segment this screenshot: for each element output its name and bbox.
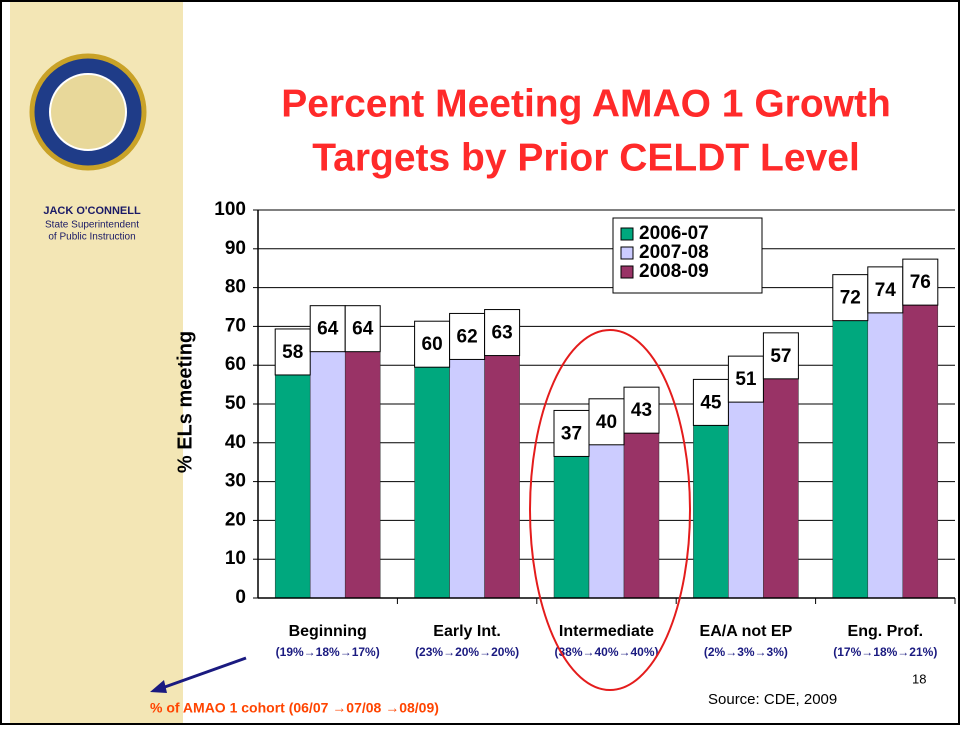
- bar: [763, 376, 799, 599]
- category-note: (19%→18%→17%): [276, 645, 380, 659]
- chart-title: Percent Meeting AMAO 1 Growth: [281, 82, 891, 125]
- bar: [309, 349, 346, 599]
- bar: [414, 364, 450, 599]
- data-label-box: [309, 305, 346, 353]
- data-label-box: [588, 398, 625, 446]
- data-label: 58: [282, 342, 303, 363]
- category-note: (23%→20%→20%): [415, 645, 519, 659]
- bar: [832, 318, 869, 599]
- logo-inner: [49, 73, 127, 151]
- legend-box: [612, 217, 763, 294]
- bar: [344, 349, 381, 599]
- data-label: 64: [352, 319, 374, 340]
- bar: [274, 372, 311, 599]
- bar: [588, 442, 625, 599]
- bar: [867, 310, 904, 599]
- y-tick-label: 0: [235, 587, 246, 608]
- data-label: 64: [317, 319, 339, 340]
- y-tick-label: 80: [225, 277, 246, 298]
- data-label: 43: [631, 400, 652, 421]
- data-label: 62: [457, 326, 478, 347]
- data-label-box: [623, 386, 660, 434]
- data-label: 37: [561, 423, 582, 444]
- x-tick-label: Early Int.: [433, 623, 501, 640]
- data-label-box: [344, 305, 381, 353]
- x-tick-label: Eng. Prof.: [848, 623, 924, 640]
- bar: [693, 423, 729, 599]
- y-tick-label: 40: [225, 432, 246, 453]
- sidebar-name: JACK O'CONNELL: [43, 205, 141, 217]
- data-label: 72: [840, 288, 861, 309]
- annotation: % of AMAO 1 cohort (06/07 →07/08 →08/09): [150, 700, 439, 716]
- legend-label: 2007-08: [639, 242, 709, 263]
- data-label-box: [274, 328, 311, 376]
- bar: [484, 353, 520, 599]
- data-label-box: [414, 320, 451, 368]
- data-label-box: [902, 258, 939, 306]
- category-note: (38%→40%→40%): [554, 645, 658, 659]
- plot: 0 10 20 30 40 50 60 70 80 90 100 Beginning (19%→18%→…: [214, 199, 956, 659]
- data-label: 51: [735, 369, 757, 390]
- bar: [449, 357, 485, 599]
- data-label-box: [484, 309, 521, 357]
- data-label-box: [762, 332, 799, 380]
- legend-swatch: [620, 246, 634, 260]
- sidebar-role: State Superintendent: [45, 220, 139, 231]
- y-tick-label: 100: [214, 199, 246, 220]
- category-note: (17%→18%→21%): [833, 645, 937, 659]
- annotation-arrowhead: [150, 680, 167, 693]
- y-tick-label: 90: [225, 238, 246, 259]
- y-tick-label: 70: [225, 315, 246, 336]
- bar: [553, 454, 590, 599]
- x-tick-label: Beginning: [289, 623, 367, 640]
- x-tick-label: Intermediate: [559, 623, 654, 640]
- x-tick-label: EA/A not EP: [700, 623, 793, 640]
- legend-label: 2008-09: [639, 261, 709, 282]
- data-label-box: [867, 266, 904, 314]
- y-tick-label: 60: [225, 354, 246, 375]
- y-axis-label: % ELs meeting: [174, 331, 196, 473]
- data-label: 74: [875, 280, 897, 301]
- legend-label: 2006-07: [639, 223, 709, 244]
- data-label-box: [727, 355, 764, 403]
- chart-title: Targets by Prior CELDT Level: [312, 136, 860, 179]
- bar: [728, 399, 764, 599]
- data-label-box: [449, 312, 486, 360]
- annotation-arrow: [161, 656, 247, 690]
- sidebar-role: of Public Instruction: [48, 232, 135, 243]
- data-label: 63: [492, 323, 513, 344]
- legend-swatch: [620, 227, 634, 241]
- data-label: 45: [700, 392, 722, 413]
- category-note: (2%→3%→3%): [704, 645, 788, 659]
- data-label: 40: [596, 412, 617, 433]
- highlight-ellipse: [529, 329, 691, 691]
- y-tick-label: 20: [225, 509, 246, 530]
- page-number: 18: [912, 671, 926, 686]
- y-tick-label: 10: [225, 548, 246, 569]
- y-tick-label: 50: [225, 393, 246, 414]
- data-label: 57: [770, 346, 791, 367]
- legend-swatch: [620, 265, 634, 279]
- bar: [902, 302, 939, 599]
- data-label: 76: [910, 272, 931, 293]
- y-tick-label: 30: [225, 471, 246, 492]
- bar: [623, 430, 660, 599]
- data-label: 60: [422, 334, 443, 355]
- source: Source: CDE, 2009: [708, 691, 837, 708]
